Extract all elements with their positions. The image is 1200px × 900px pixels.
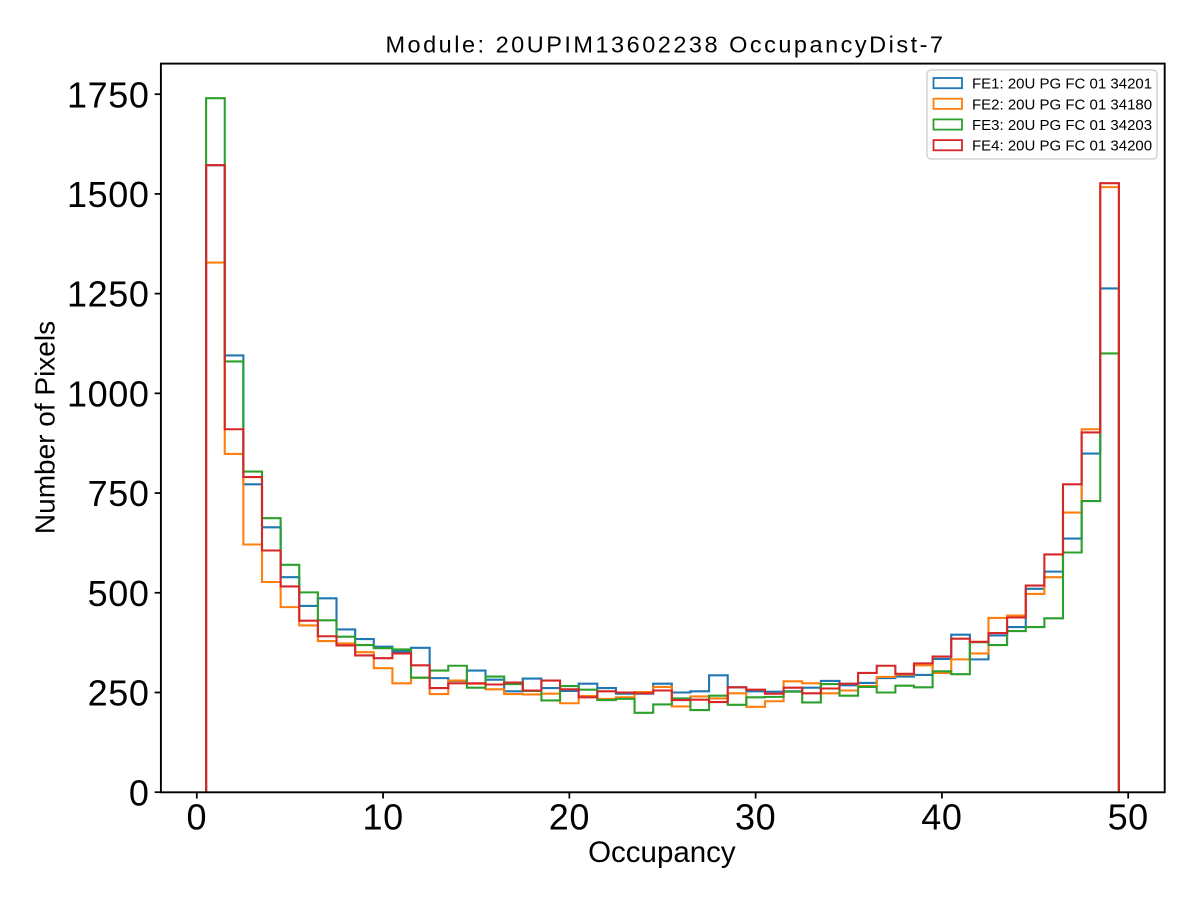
svg-text:750: 750 xyxy=(88,473,150,514)
svg-text:Module: 20UPIM13602238 Occupan: Module: 20UPIM13602238 OccupancyDist-7 xyxy=(385,31,945,57)
svg-text:Occupancy: Occupancy xyxy=(588,836,736,869)
svg-text:FE2: 20U PG FC 01 34180: FE2: 20U PG FC 01 34180 xyxy=(972,96,1152,113)
svg-text:250: 250 xyxy=(88,673,150,714)
svg-text:Number of Pixels: Number of Pixels xyxy=(30,321,61,534)
svg-text:FE4: 20U PG FC 01 34200: FE4: 20U PG FC 01 34200 xyxy=(972,138,1152,155)
svg-text:20: 20 xyxy=(549,796,590,837)
svg-text:FE1: 20U PG FC 01 34201: FE1: 20U PG FC 01 34201 xyxy=(972,76,1152,93)
svg-text:1750: 1750 xyxy=(67,74,150,115)
svg-text:50: 50 xyxy=(1108,796,1149,837)
svg-text:30: 30 xyxy=(735,796,776,837)
svg-text:1250: 1250 xyxy=(67,274,150,315)
svg-text:10: 10 xyxy=(362,796,403,837)
svg-text:40: 40 xyxy=(921,796,962,837)
svg-text:1000: 1000 xyxy=(67,373,150,414)
svg-text:1500: 1500 xyxy=(67,174,150,215)
svg-text:0: 0 xyxy=(186,796,207,837)
svg-text:0: 0 xyxy=(129,772,150,813)
svg-text:FE3: 20U PG FC 01 34203: FE3: 20U PG FC 01 34203 xyxy=(972,117,1152,134)
svg-text:500: 500 xyxy=(88,573,150,614)
